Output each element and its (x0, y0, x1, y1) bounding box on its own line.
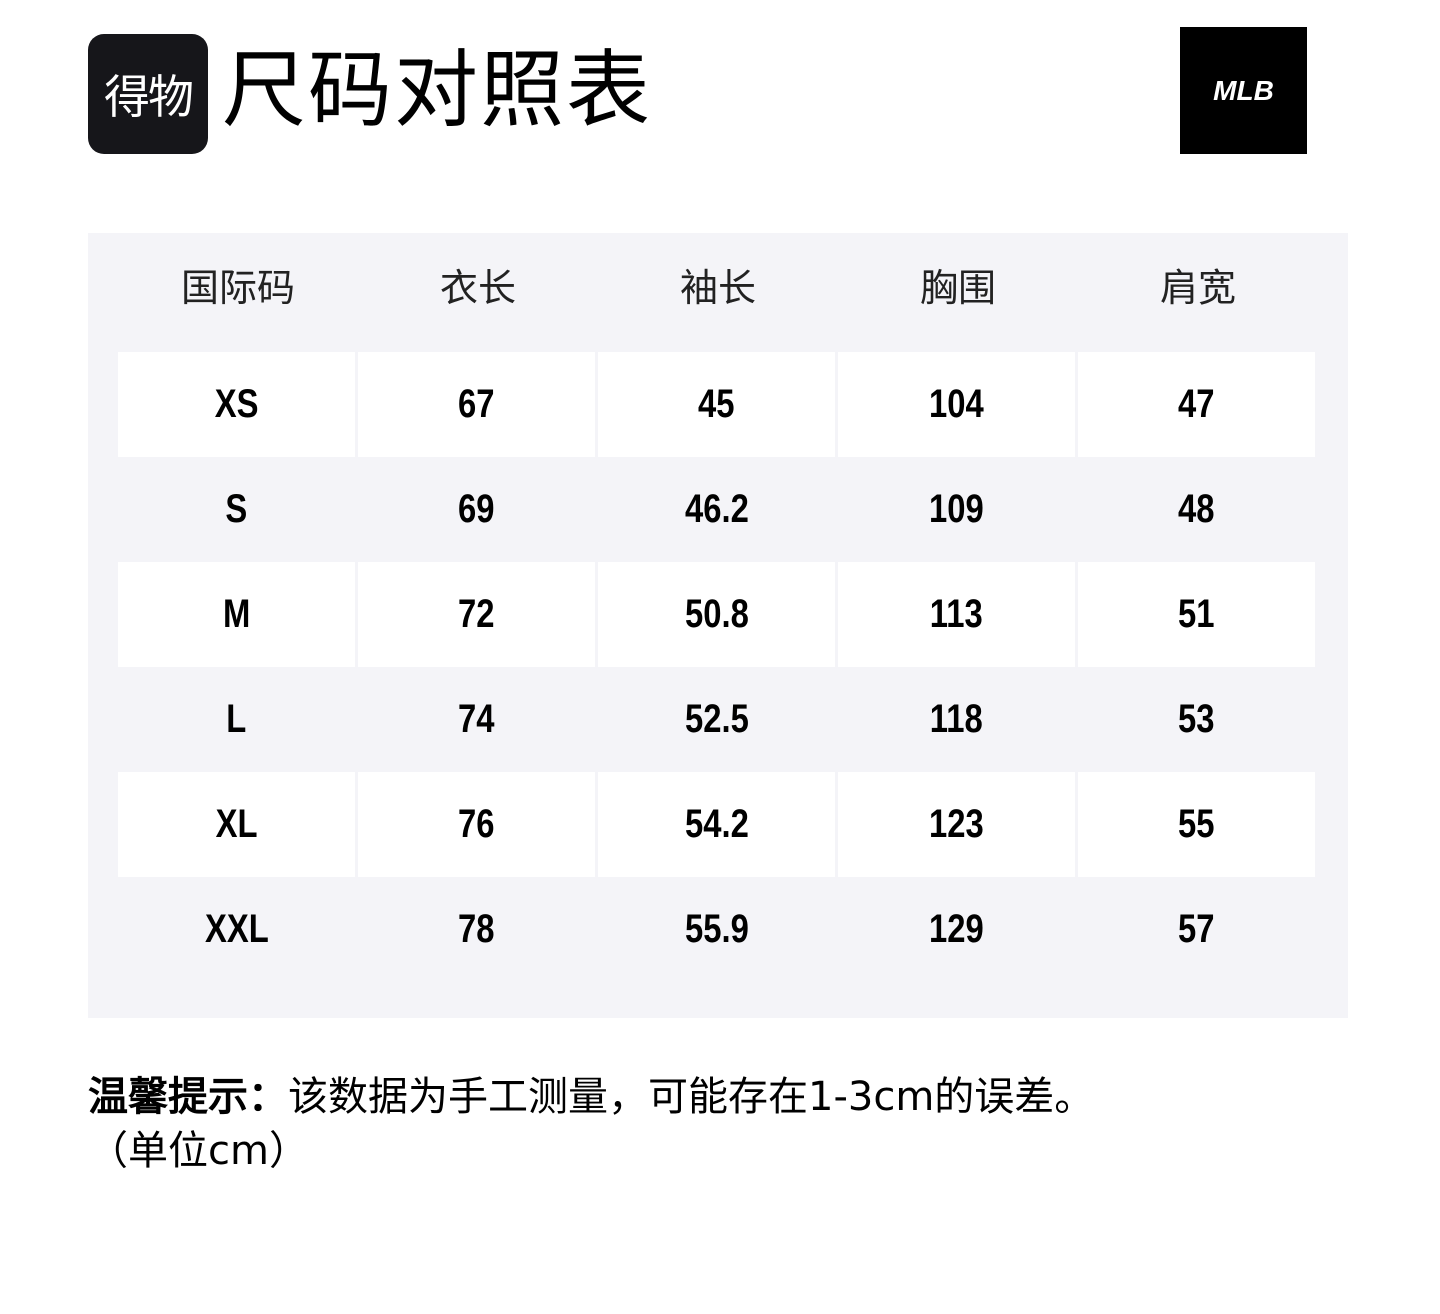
table-cell: 123 (838, 772, 1075, 877)
table-cell: XXL (118, 877, 355, 982)
table-row: XL 76 54.2 123 55 (118, 772, 1315, 877)
table-cell: 50.8 (598, 562, 835, 667)
cell-value: 109 (929, 487, 984, 531)
table-cell: M (118, 562, 355, 667)
table-cell: 47 (1078, 352, 1315, 457)
table-row: XXL 78 55.9 129 57 (118, 877, 1315, 982)
cell-value: 51 (1178, 592, 1215, 636)
cell-value: 72 (458, 592, 495, 636)
note-text: 该数据为手工测量，可能存在1-3cm的误差。 (288, 1074, 1095, 1120)
page-title: 尺码对照表 (222, 41, 653, 139)
table-cell: XS (118, 352, 355, 457)
cell-value: 78 (458, 907, 495, 951)
table-cell: 113 (838, 562, 1075, 667)
cell-value: S (225, 487, 248, 531)
cell-value: 118 (930, 697, 983, 741)
cell-value: XXL (204, 907, 269, 951)
table-cell: 51 (1078, 562, 1315, 667)
table-cell: 48 (1078, 457, 1315, 562)
table-cell: S (118, 457, 355, 562)
table-cell: 45 (598, 352, 835, 457)
cell-value: 76 (458, 802, 495, 846)
cell-value: 129 (929, 907, 984, 951)
table-cell: XL (118, 772, 355, 877)
cell-value: 46.2 (684, 487, 749, 531)
cell-value: XS (214, 382, 259, 426)
table-row: M 72 50.8 113 51 (118, 562, 1315, 667)
table-cell: 57 (1078, 877, 1315, 982)
table-cell: 69 (358, 457, 595, 562)
cell-value: 55 (1178, 802, 1215, 846)
table-cell: 109 (838, 457, 1075, 562)
cell-value: L (226, 697, 247, 741)
cell-value: 50.8 (684, 592, 749, 636)
cell-value: 52.5 (684, 697, 749, 741)
table-cell: 46.2 (598, 457, 835, 562)
table-cell: 54.2 (598, 772, 835, 877)
column-header: 肩宽 (1159, 266, 1236, 310)
cell-value: 74 (458, 697, 495, 741)
cell-value: 45 (698, 382, 735, 426)
table-cell: L (118, 667, 355, 772)
table-cell: 53 (1078, 667, 1315, 772)
cell-value: 69 (458, 487, 495, 531)
table-row: S 69 46.2 109 48 (118, 457, 1315, 562)
dewu-logo: 得物 (88, 34, 208, 154)
table-cell: 74 (358, 667, 595, 772)
table-cell: 76 (358, 772, 595, 877)
cell-value: 55.9 (684, 907, 749, 951)
mlb-logo: MLB (1180, 27, 1307, 154)
column-header: 国际码 (180, 266, 295, 310)
cell-value: 57 (1178, 907, 1215, 951)
table-cell: 52.5 (598, 667, 835, 772)
table-header: 国际码 衣长 袖长 胸围 肩宽 (118, 263, 1318, 313)
cell-value: 53 (1178, 697, 1215, 741)
cell-value: 123 (929, 802, 984, 846)
cell-value: 104 (929, 382, 984, 426)
note-label: 温馨提示： (88, 1074, 288, 1120)
cell-value: 54.2 (684, 802, 749, 846)
column-header: 袖长 (679, 266, 756, 310)
table-cell: 78 (358, 877, 595, 982)
table-cell: 104 (838, 352, 1075, 457)
column-header: 衣长 (439, 266, 516, 310)
table-row: XS 67 45 104 47 (118, 352, 1315, 457)
cell-value: M (222, 592, 251, 636)
table-cell: 55 (1078, 772, 1315, 877)
table-cell: 67 (358, 352, 595, 457)
size-table: 国际码 衣长 袖长 胸围 肩宽 XS 67 45 104 47 S 69 46.2 109 48 M… (88, 233, 1348, 1018)
cell-value: 48 (1178, 487, 1215, 531)
table-cell: 129 (838, 877, 1075, 982)
note: 温馨提示：该数据为手工测量，可能存在1-3cm的误差。 （单位cm） (88, 1070, 1388, 1178)
cell-value: 67 (458, 382, 495, 426)
table-cell: 72 (358, 562, 595, 667)
unit-text: （单位cm） (88, 1128, 309, 1174)
column-header: 胸围 (919, 266, 996, 310)
cell-value: 47 (1178, 382, 1215, 426)
table-row: L 74 52.5 118 53 (118, 667, 1315, 772)
table-cell: 118 (838, 667, 1075, 772)
cell-value: XL (215, 802, 258, 846)
table-cell: 55.9 (598, 877, 835, 982)
cell-value: 113 (930, 592, 983, 636)
